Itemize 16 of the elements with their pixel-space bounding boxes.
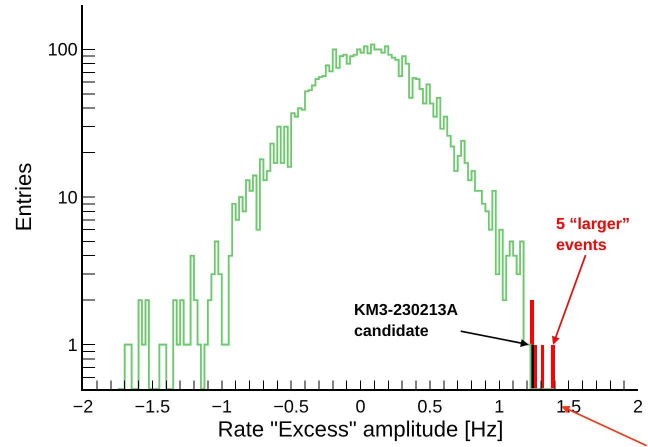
y-tick-label: 10 — [58, 187, 78, 208]
x-tick-label: 1.5 — [556, 396, 582, 416]
y-tick-label: 100 — [48, 40, 78, 60]
x-tick-label: −1 — [211, 396, 232, 416]
x-tick-label: −0.5 — [273, 396, 309, 416]
x-axis-title: Rate "Excess" amplitude [Hz] — [218, 416, 504, 442]
x-tick-label: −1.5 — [134, 396, 170, 416]
x-tick-label: −2 — [72, 396, 94, 416]
annotation: KM3-230213A candidate — [354, 302, 458, 340]
annotation: 5 “larger” events — [556, 216, 630, 254]
y-tick-label: 1 — [68, 334, 78, 355]
x-tick-label: 0 — [355, 396, 366, 416]
x-tick-label: 1 — [494, 396, 504, 416]
x-tick-label: 2 — [632, 396, 644, 416]
y-axis-title: Entries — [10, 162, 36, 232]
x-tick-label: 0.5 — [417, 396, 442, 416]
